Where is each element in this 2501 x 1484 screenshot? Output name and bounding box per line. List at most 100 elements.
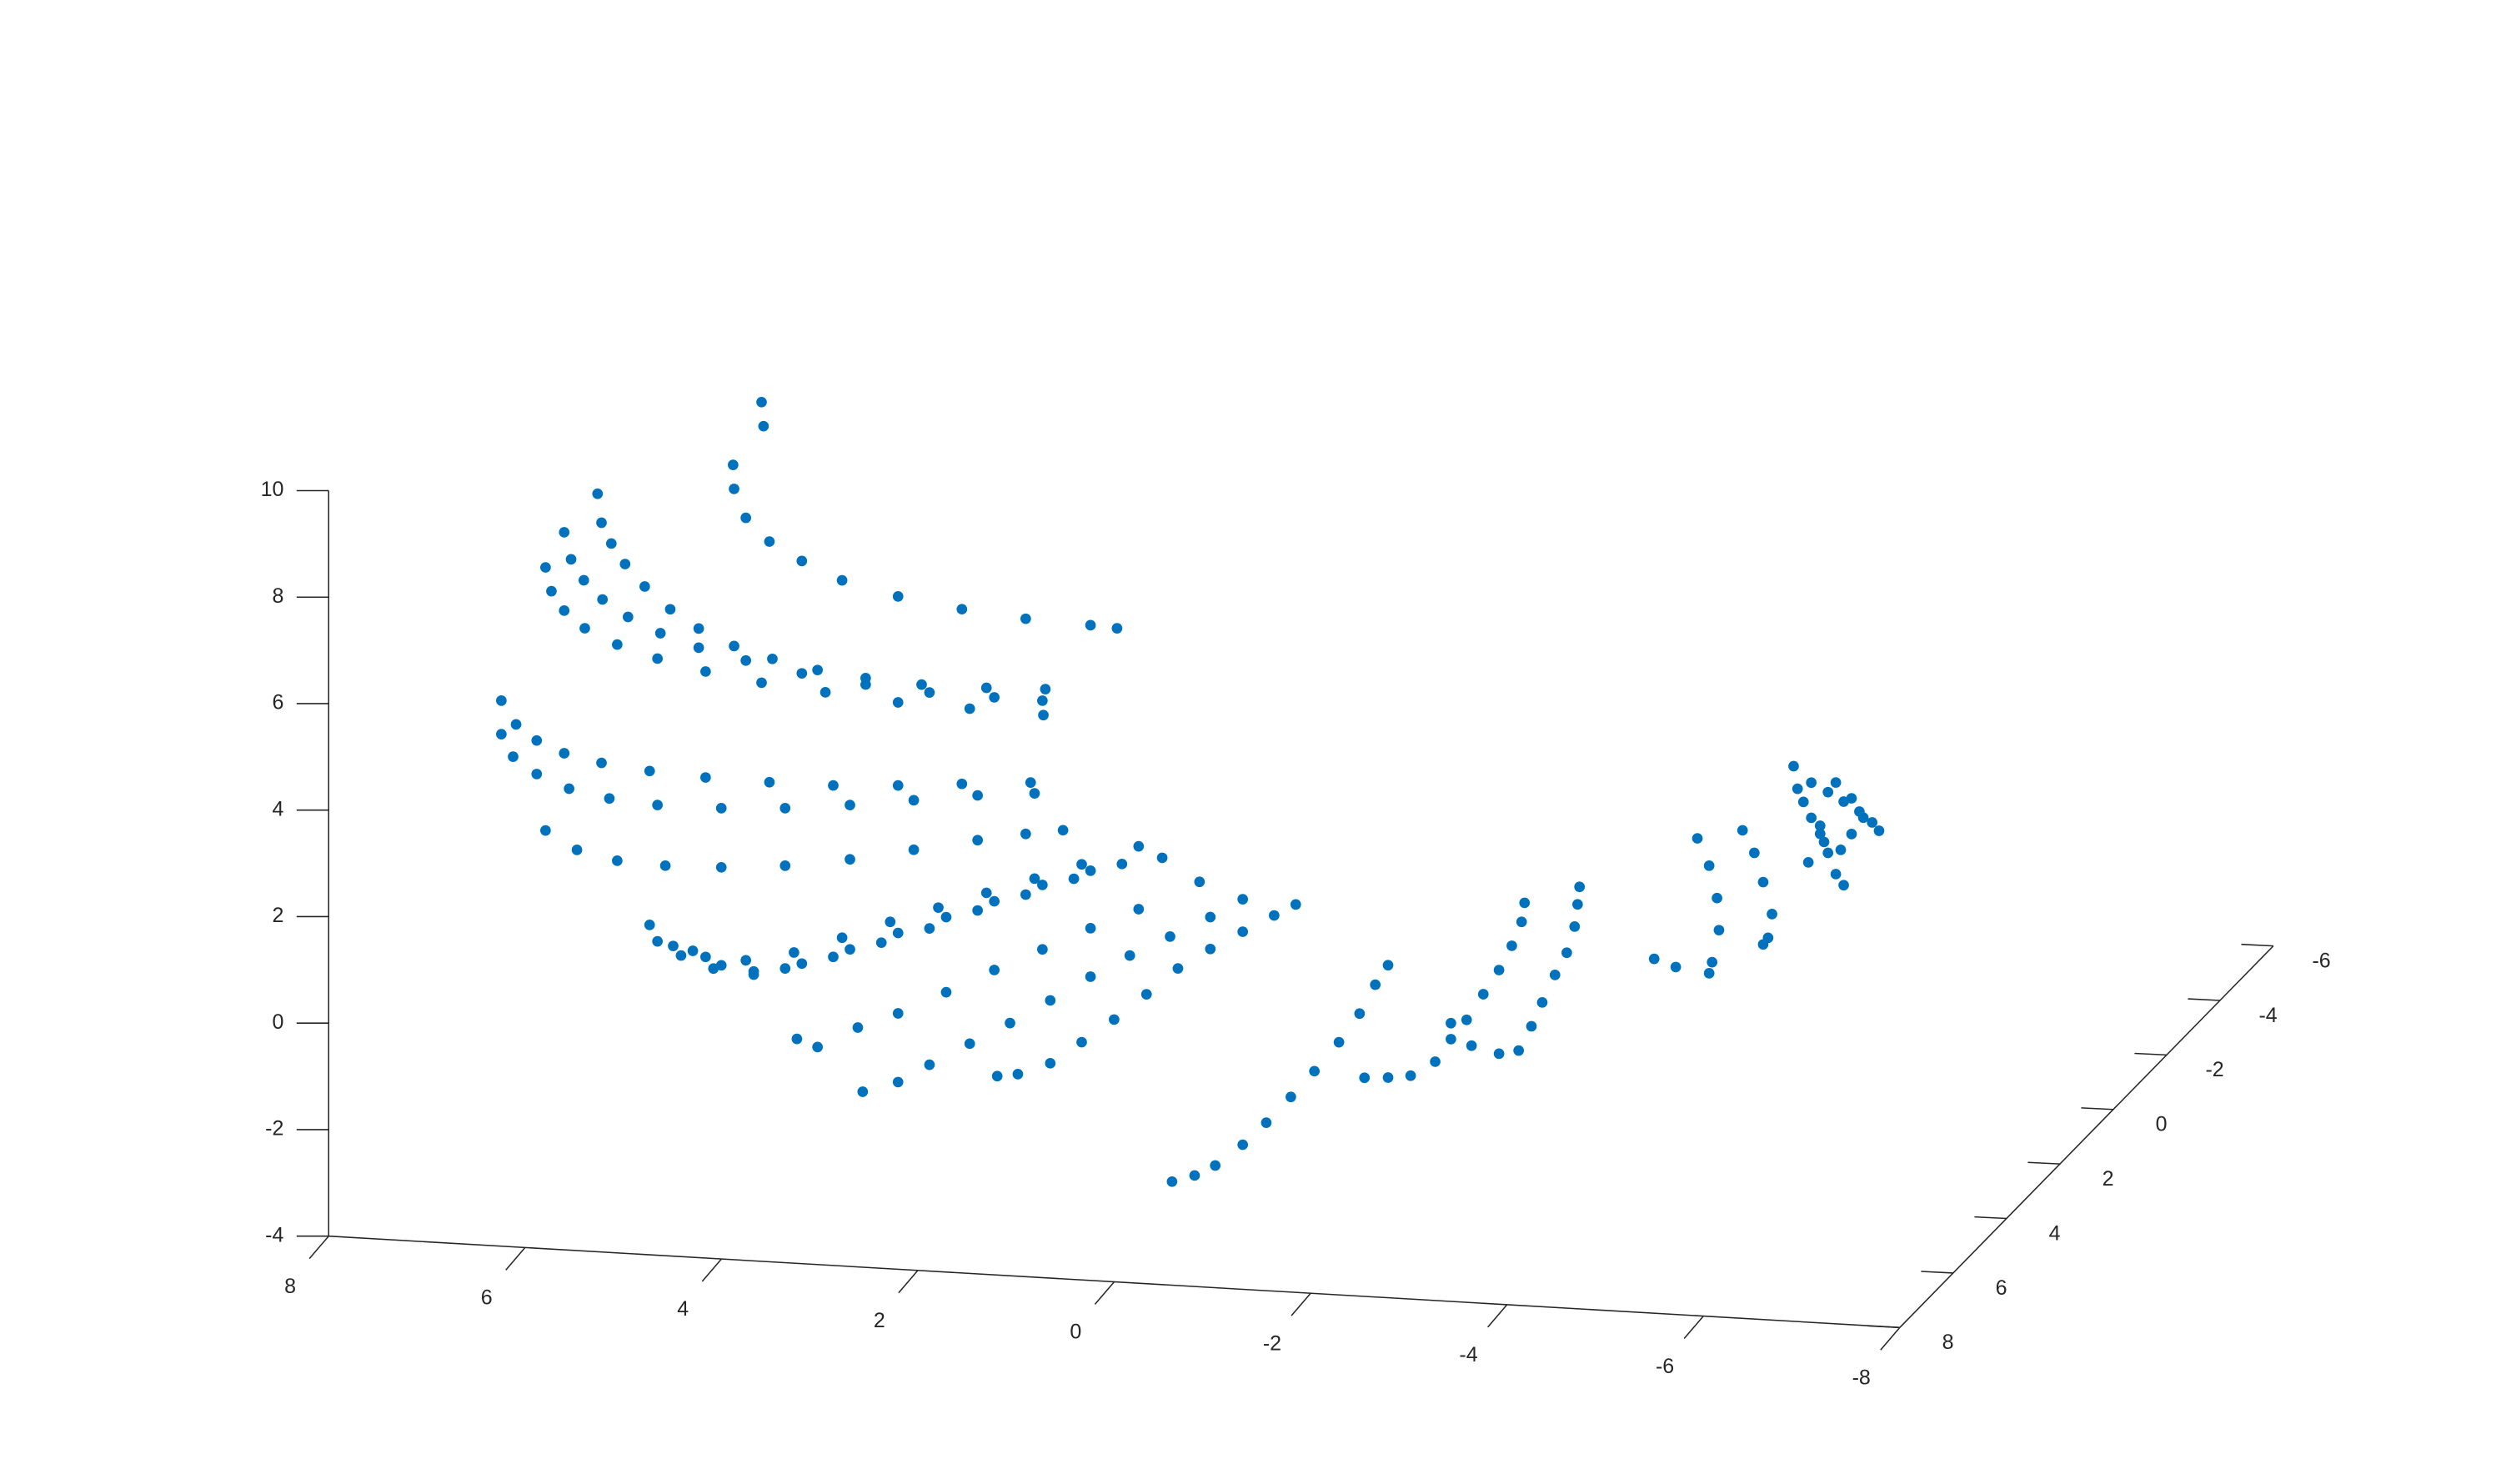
x-tick (1487, 1304, 1508, 1328)
point (1822, 786, 1834, 798)
y-tick (2027, 1161, 2060, 1165)
point (1111, 623, 1123, 634)
point (779, 860, 791, 871)
point (612, 639, 623, 650)
x-tick-label: 2 (874, 1309, 885, 1332)
point (892, 780, 904, 791)
point (845, 800, 855, 810)
point (1574, 881, 1586, 893)
point (812, 664, 823, 676)
point (791, 1033, 803, 1045)
point (644, 765, 655, 777)
point (546, 585, 557, 597)
point (964, 703, 975, 714)
point (845, 854, 855, 865)
point (1333, 1036, 1345, 1048)
point (779, 963, 791, 974)
y-axis-line (1899, 945, 2274, 1328)
point (836, 932, 848, 944)
point (1261, 1117, 1272, 1128)
point (1835, 845, 1847, 855)
point (1806, 812, 1817, 824)
point (1814, 820, 1826, 831)
point (1526, 1020, 1537, 1032)
point (715, 803, 727, 814)
point (1156, 852, 1168, 864)
y-tick-label: 4 (2049, 1221, 2061, 1245)
point (1068, 873, 1080, 885)
y-tick-label: -4 (2258, 1004, 2277, 1027)
point (619, 559, 631, 569)
point (1446, 1034, 1456, 1045)
z-tick-label: 8 (272, 584, 283, 608)
point (596, 757, 607, 769)
point (767, 653, 778, 664)
z-tick-label: 6 (272, 691, 283, 714)
point (728, 459, 739, 470)
point (592, 488, 604, 499)
point (789, 947, 799, 958)
point (836, 574, 848, 586)
point (1085, 619, 1096, 631)
point (605, 538, 617, 549)
point (972, 790, 983, 801)
x-tick (308, 1236, 329, 1260)
z-tick-label: 0 (272, 1010, 283, 1034)
point (578, 574, 589, 586)
point (1166, 1176, 1178, 1187)
point (1788, 760, 1799, 772)
point (1038, 709, 1049, 721)
point (1124, 950, 1135, 961)
point (857, 1086, 869, 1097)
point (933, 902, 944, 914)
point (510, 719, 522, 730)
point (1430, 1056, 1441, 1067)
point (1549, 970, 1561, 980)
point (980, 682, 992, 694)
point (1109, 1014, 1120, 1025)
point (1116, 858, 1128, 870)
point (860, 679, 871, 690)
point (540, 562, 551, 573)
point (1382, 960, 1394, 971)
point (531, 734, 543, 746)
point (1085, 922, 1096, 934)
point (1670, 961, 1682, 973)
point (796, 668, 808, 679)
x-tick-label: 4 (677, 1297, 689, 1321)
point (875, 937, 887, 949)
point (845, 944, 855, 955)
point (693, 642, 704, 654)
point (693, 623, 704, 634)
point (675, 950, 687, 961)
point (496, 695, 507, 706)
x-axis-line (328, 1235, 1900, 1329)
point (664, 604, 676, 615)
point (1405, 1070, 1416, 1081)
point (652, 653, 664, 664)
point (1792, 783, 1803, 795)
point (1359, 1072, 1371, 1084)
point (1237, 1139, 1249, 1151)
point (729, 640, 739, 652)
point (908, 795, 920, 806)
point (1020, 613, 1031, 624)
x-tick (1880, 1326, 1901, 1351)
point (1857, 812, 1869, 824)
y-tick-label: 2 (2103, 1167, 2114, 1191)
point (1269, 910, 1280, 921)
point (597, 594, 609, 605)
point (1797, 796, 1809, 808)
x-tick (1291, 1292, 1311, 1316)
point (1012, 1069, 1024, 1080)
x-tick-label: -8 (1852, 1366, 1871, 1389)
point (1838, 880, 1849, 891)
point (1830, 777, 1842, 788)
point (1133, 840, 1145, 852)
point (1040, 684, 1051, 694)
point (779, 803, 791, 814)
point (559, 604, 570, 616)
point (1020, 889, 1031, 900)
point (991, 1070, 1003, 1082)
